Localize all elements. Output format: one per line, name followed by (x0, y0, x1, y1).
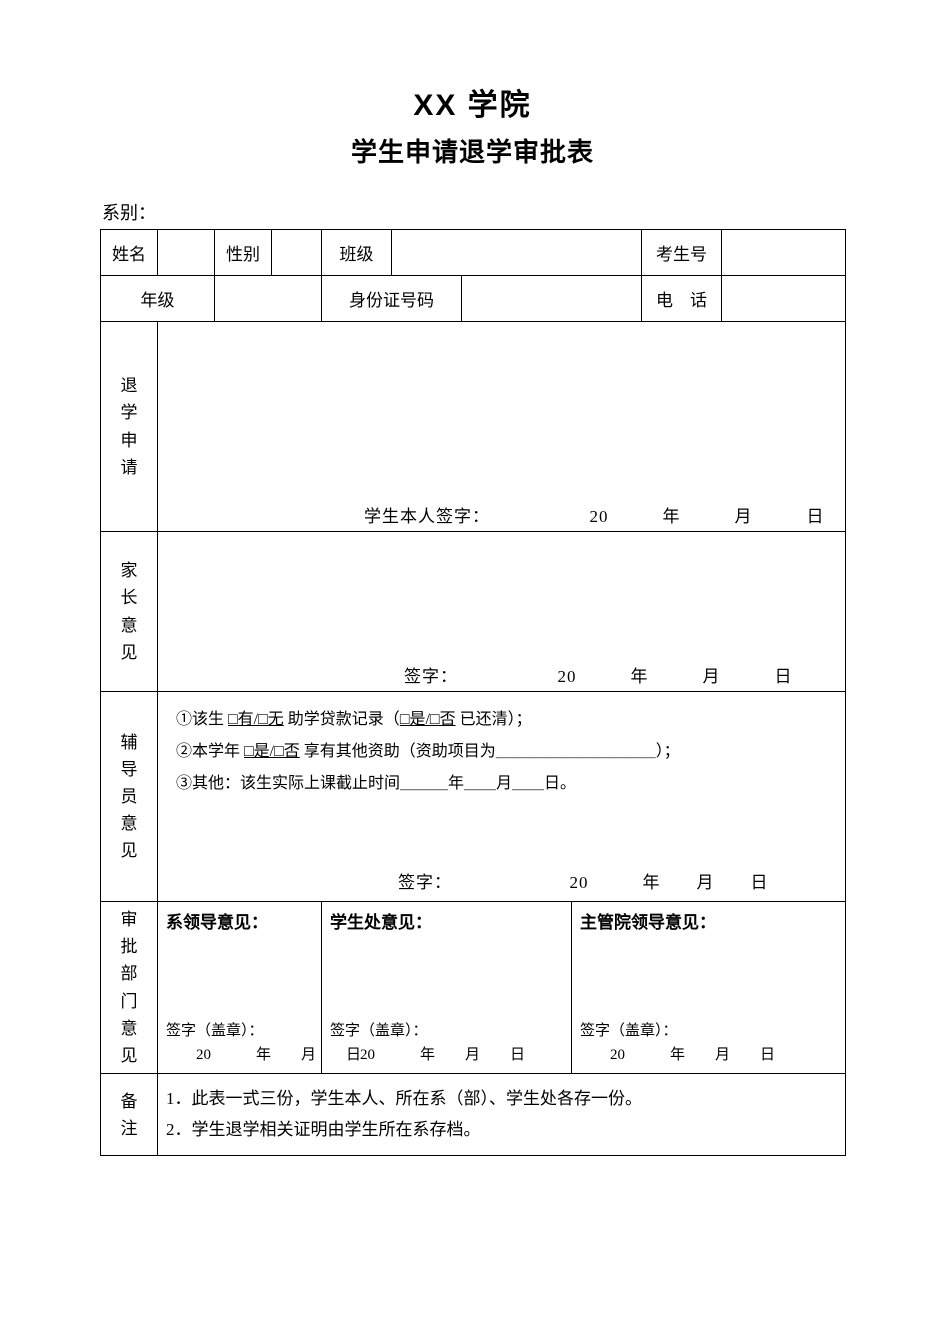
row-parent: 家 长 意 见 签字： 20 年 月 日 (101, 532, 846, 692)
notes-label: 备 注 (101, 1074, 158, 1156)
department-label: 系别： (100, 199, 845, 225)
row-approval: 审 批 部 门 意 见 系领导意见： 签字（盖章）： 20 年 月 日 学生处意… (101, 902, 846, 1074)
approval-col1-siglabel: 签字（盖章）： (166, 1019, 313, 1043)
notes-body: 1．此表一式三份，学生本人、所在系（部）、学生处各存一份。 2．学生退学相关证明… (158, 1074, 846, 1156)
row-basic-1: 姓名 性别 班级 考生号 (101, 230, 846, 276)
parent-body[interactable]: 签字： 20 年 月 日 (158, 532, 846, 692)
row-basic-2: 年级 身份证号码 电 话 (101, 276, 846, 322)
approval-dept-leader[interactable]: 系领导意见： 签字（盖章）： 20 年 月 日 (158, 902, 322, 1074)
name-field[interactable] (158, 230, 215, 276)
approval-col2-siglabel: 签字（盖章）： (330, 1019, 563, 1043)
title-main: XX 学院 (100, 80, 845, 124)
phone-label: 电 话 (642, 276, 722, 322)
approval-college-leader[interactable]: 主管院领导意见： 签字（盖章）： 20 年 月 日 (572, 902, 846, 1074)
row-counselor: 辅 导 员 意 见 ①该生 □有/□无 助学贷款记录（□是/□否 已还清）； ②… (101, 692, 846, 902)
approval-label: 审 批 部 门 意 见 (101, 902, 158, 1074)
approval-col3-date: 20 年 月 日 (580, 1043, 837, 1067)
gender-field[interactable] (272, 230, 322, 276)
approval-col2-title: 学生处意见： (330, 908, 563, 933)
application-body[interactable]: 学生本人签字： 20 年 月 日 (158, 322, 846, 532)
row-application: 退 学 申 请 学生本人签字： 20 年 月 日 (101, 322, 846, 532)
grade-field[interactable] (215, 276, 322, 322)
approval-form-table: 姓名 性别 班级 考生号 年级 身份证号码 电 话 退 学 申 请 学生本人签字… (100, 229, 846, 1156)
approval-col3-title: 主管院领导意见： (580, 908, 837, 933)
examinee-field[interactable] (722, 230, 846, 276)
gender-label: 性别 (215, 230, 272, 276)
row-notes: 备 注 1．此表一式三份，学生本人、所在系（部）、学生处各存一份。 2．学生退学… (101, 1074, 846, 1156)
phone-field[interactable] (722, 276, 846, 322)
id-label: 身份证号码 (322, 276, 462, 322)
class-field[interactable] (392, 230, 642, 276)
counselor-signature-line: 签字： 20 年 月 日 (158, 868, 845, 893)
parent-signature-line: 签字： 20 年 月 日 (164, 662, 839, 687)
application-label: 退 学 申 请 (101, 322, 158, 532)
approval-col1-title: 系领导意见： (166, 908, 313, 933)
counselor-line-2: ②本学年 □是/□否 享有其他资助（资助项目为＿＿＿＿＿＿＿＿＿＿）； (176, 736, 827, 768)
name-label: 姓名 (101, 230, 158, 276)
application-signature-line: 学生本人签字： 20 年 月 日 (164, 502, 839, 527)
examinee-label: 考生号 (642, 230, 722, 276)
notes-line-1: 1．此表一式三份，学生本人、所在系（部）、学生处各存一份。 (166, 1084, 837, 1115)
counselor-body[interactable]: ①该生 □有/□无 助学贷款记录（□是/□否 已还清）； ②本学年 □是/□否 … (158, 692, 846, 902)
id-field[interactable] (462, 276, 642, 322)
counselor-line-1: ①该生 □有/□无 助学贷款记录（□是/□否 已还清）； (176, 704, 827, 736)
grade-label: 年级 (101, 276, 215, 322)
approval-student-affairs[interactable]: 学生处意见： 签字（盖章）： 20 年 月 日 (322, 902, 572, 1074)
approval-col2-date: 20 年 月 日 (330, 1043, 563, 1067)
counselor-line-3: ③其他：该生实际上课截止时间＿＿＿年＿＿月＿＿日。 (176, 768, 827, 800)
approval-col3-siglabel: 签字（盖章）： (580, 1019, 837, 1043)
class-label: 班级 (322, 230, 392, 276)
counselor-label: 辅 导 员 意 见 (101, 692, 158, 902)
notes-line-2: 2．学生退学相关证明由学生所在系存档。 (166, 1115, 837, 1146)
title-sub: 学生申请退学审批表 (100, 132, 845, 169)
parent-label: 家 长 意 见 (101, 532, 158, 692)
approval-col1-date: 20 年 月 日 (166, 1043, 313, 1067)
